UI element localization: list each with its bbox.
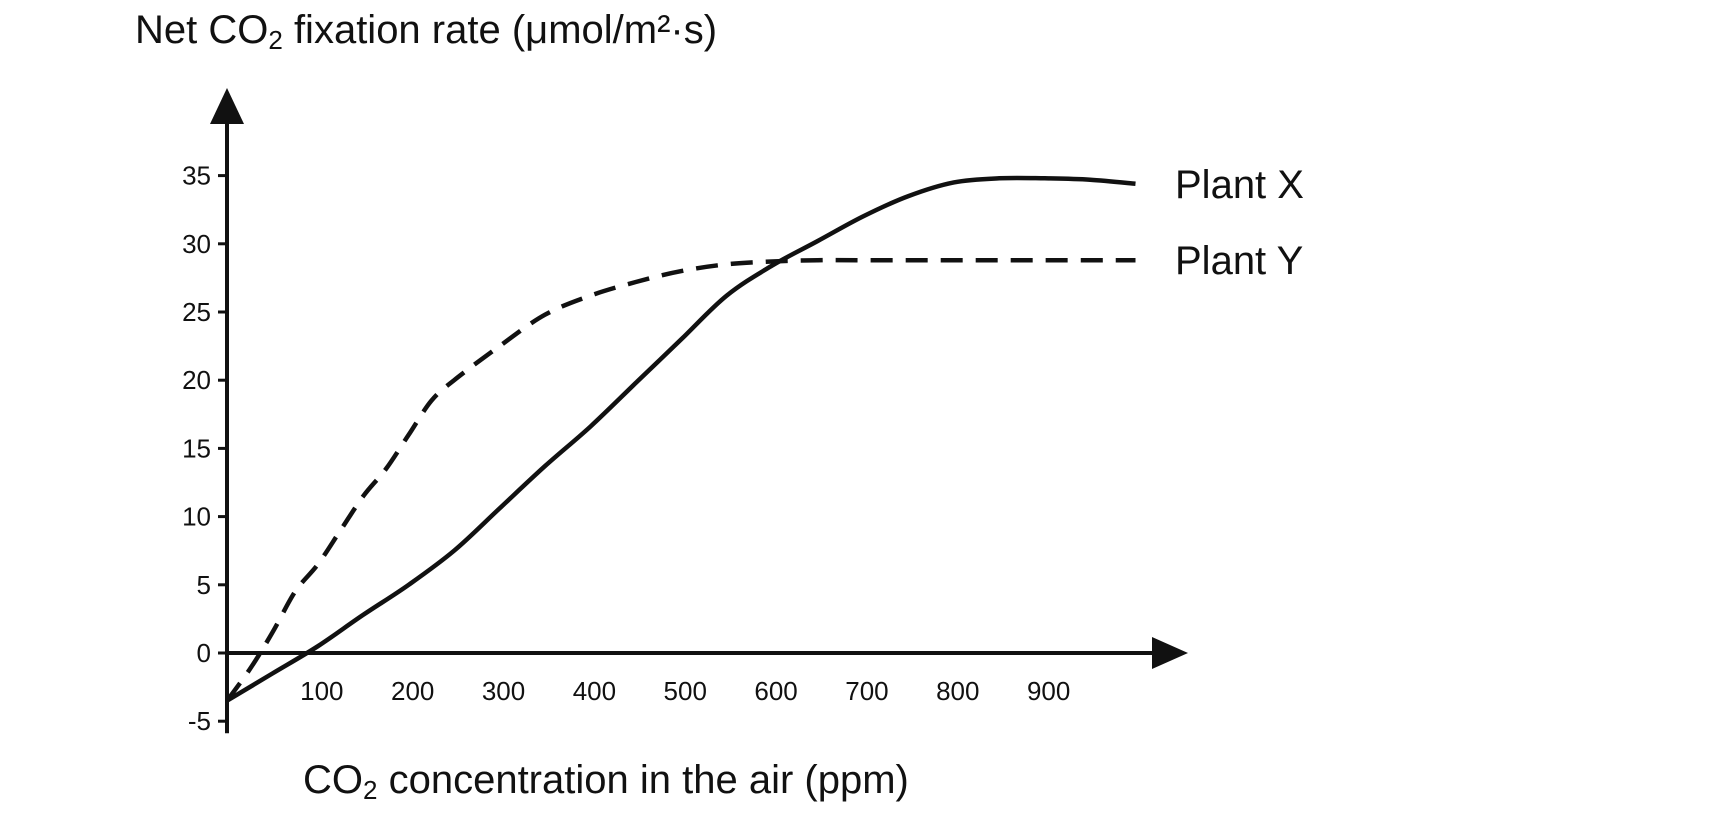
y-tick-label: 0 [197,638,211,668]
series-label-plant-y: Plant Y [1175,239,1303,283]
series-line-plant-x [225,175,1136,703]
y-tick-label: -5 [188,706,211,736]
x-tick-label: 500 [664,676,707,706]
x-tick-label: 600 [754,676,797,706]
y-tick-label: 5 [197,570,211,600]
series-label-plant-x: Plant X [1175,163,1304,207]
y-tick-label: 20 [182,365,211,395]
x-tick-label: 900 [1027,676,1070,706]
x-tick-label: 400 [573,676,616,706]
y-tick-label: 35 [182,161,211,191]
x-axis-arrow [1152,637,1188,669]
x-tick-label: 200 [391,676,434,706]
x-axis-title: CO2 concentration in the air (ppm) [303,758,909,805]
x-tick-label: 700 [845,676,888,706]
x-tick-label: 300 [482,676,525,706]
y-axis-arrow [210,88,244,124]
y-tick-label: 15 [182,433,211,463]
x-tick-label: 100 [300,676,343,706]
y-axis-title: Net CO2 fixation rate (μmol/m²·s) [135,8,718,55]
y-tick-label: 25 [182,297,211,327]
x-tick-label: 800 [936,676,979,706]
y-tick-label: 10 [182,502,211,532]
y-tick-label: 30 [182,229,211,259]
series-line-plant-y [225,257,1136,703]
